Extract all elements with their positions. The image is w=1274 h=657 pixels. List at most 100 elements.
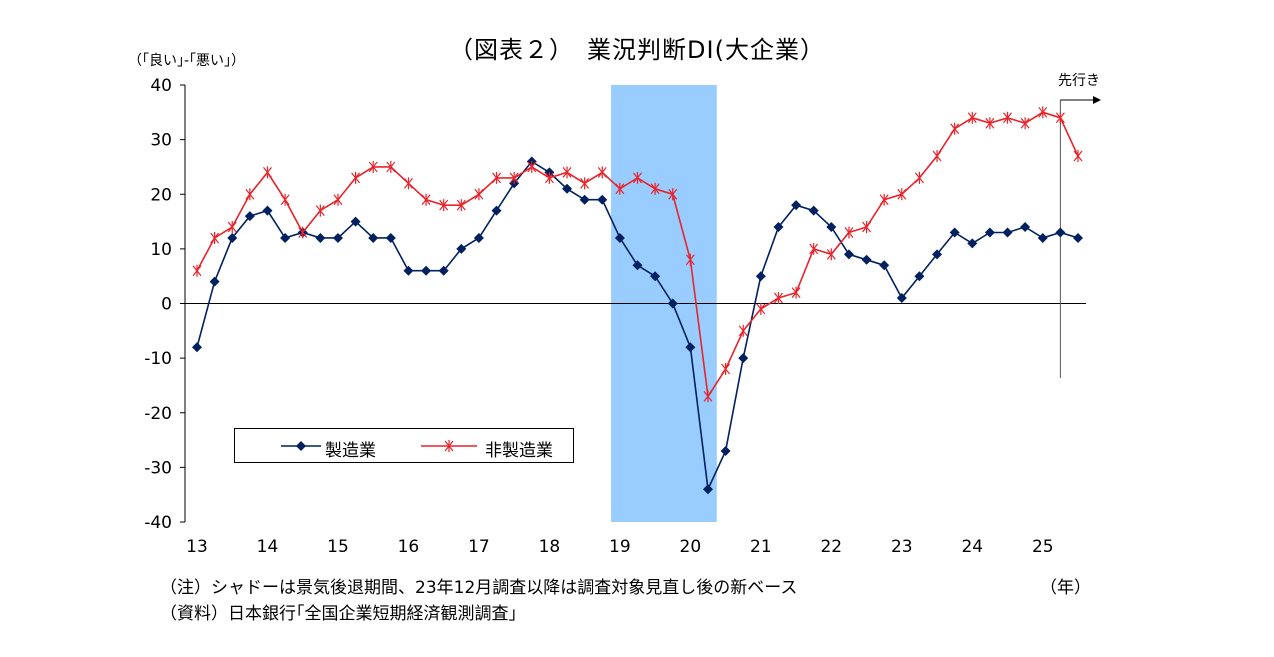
x-tick-label: 15: [327, 537, 349, 557]
chart-title: （図表２） 業況判断DI(大企業）: [449, 36, 825, 64]
data-point-1: [597, 166, 607, 179]
data-point-0: [562, 183, 573, 194]
legend-swatch-manufacturing: [281, 441, 321, 451]
data-point-1: [615, 182, 625, 195]
data-point-0: [738, 353, 749, 364]
data-point-0: [1073, 232, 1083, 243]
data-point-1: [914, 171, 924, 184]
data-point-0: [421, 265, 432, 276]
data-point-1: [474, 188, 484, 201]
data-point-1: [333, 193, 343, 206]
data-point-1: [403, 177, 413, 190]
footnote-shadow: （注）シャドーは景気後退期間、23年12月調査以降は調査対象見直し後の新ベース: [160, 578, 798, 598]
data-point-1: [298, 226, 308, 239]
data-point-1: [439, 199, 449, 212]
data-point-0: [192, 342, 202, 353]
data-point-0: [280, 232, 291, 243]
data-point-0: [614, 232, 625, 243]
data-point-1: [1073, 150, 1083, 163]
forecast-arrow-head: [1093, 96, 1101, 104]
data-point-1: [315, 204, 325, 217]
data-point-1: [773, 292, 783, 305]
data-point-1: [456, 199, 466, 212]
legend-item-manufacturing: 製造業: [235, 429, 405, 462]
x-tick-label: 13: [186, 537, 208, 557]
legend: 製造業 非製造業: [234, 428, 574, 463]
data-point-0: [1037, 232, 1048, 243]
data-point-0: [632, 260, 643, 271]
data-point-1: [1038, 106, 1048, 119]
data-point-1: [492, 171, 502, 184]
data-point-0: [861, 254, 872, 265]
data-point-1: [721, 363, 731, 376]
data-point-0: [262, 205, 273, 216]
data-point-0: [967, 238, 978, 249]
data-point-1: [879, 193, 889, 206]
data-point-0: [984, 227, 995, 238]
data-point-0: [826, 222, 837, 233]
y-tick-label: 40: [150, 76, 172, 96]
x-tick-label: 23: [891, 537, 913, 557]
x-tick-label: 19: [609, 537, 631, 557]
x-tick-label: 25: [1032, 537, 1054, 557]
data-point-0: [773, 222, 784, 233]
data-point-0: [579, 194, 590, 205]
data-point-1: [985, 117, 995, 130]
data-point-0: [879, 260, 890, 271]
data-point-0: [755, 271, 766, 282]
y-tick-label: 30: [150, 131, 172, 151]
data-point-1: [967, 111, 977, 124]
data-point-1: [756, 302, 766, 315]
data-point-1: [826, 248, 836, 261]
data-point-0: [597, 194, 608, 205]
data-point-0: [843, 249, 854, 260]
data-point-1: [703, 390, 713, 403]
data-point-0: [702, 484, 713, 495]
data-point-1: [192, 264, 202, 277]
data-point-1: [263, 166, 272, 179]
data-point-1: [1003, 111, 1012, 124]
data-point-1: [932, 150, 942, 163]
data-point-0: [491, 205, 502, 216]
data-point-1: [1055, 111, 1065, 124]
data-point-1: [950, 122, 960, 135]
data-point-1: [351, 171, 361, 184]
x-tick-label: 20: [680, 537, 702, 557]
data-point-1: [738, 324, 748, 337]
data-point-0: [385, 232, 396, 243]
data-point-1: [421, 193, 431, 206]
y-tick-label: -20: [144, 404, 172, 424]
data-point-1: [509, 171, 519, 184]
data-point-0: [650, 271, 661, 282]
legend-item-non-manufacturing: 非製造業: [405, 429, 573, 462]
data-point-1: [633, 171, 642, 184]
data-point-0: [209, 276, 220, 287]
data-point-1: [544, 171, 554, 184]
data-point-0: [914, 271, 925, 282]
data-point-1: [791, 286, 801, 299]
data-point-1: [1020, 117, 1030, 130]
legend-swatch-non-manufacturing: [421, 440, 477, 452]
data-point-0: [1055, 227, 1066, 238]
data-point-0: [315, 232, 326, 243]
y-tick-label: -30: [144, 458, 172, 478]
data-point-0: [685, 342, 696, 353]
data-point-1: [650, 182, 660, 195]
data-point-0: [332, 232, 343, 243]
legend-label-non-manufacturing: 非製造業: [485, 441, 553, 461]
data-point-0: [227, 232, 238, 243]
data-point-1: [862, 221, 872, 234]
data-point-1: [527, 160, 537, 173]
data-point-0: [438, 265, 449, 276]
data-point-1: [245, 188, 255, 201]
x-tick-label: 24: [961, 537, 983, 557]
data-point-1: [562, 166, 572, 179]
y-tick-label: 0: [161, 295, 172, 315]
x-tick-label: 17: [468, 537, 490, 557]
y-axis-label: （｢良い｣-｢悪い｣）: [128, 53, 246, 69]
data-point-0: [932, 249, 943, 260]
x-tick-label: 18: [539, 537, 561, 557]
x-axis-label: （年）: [1040, 578, 1091, 598]
footnote-source: （資料）日本銀行｢全国企業短期経済観測調査」: [160, 604, 526, 624]
